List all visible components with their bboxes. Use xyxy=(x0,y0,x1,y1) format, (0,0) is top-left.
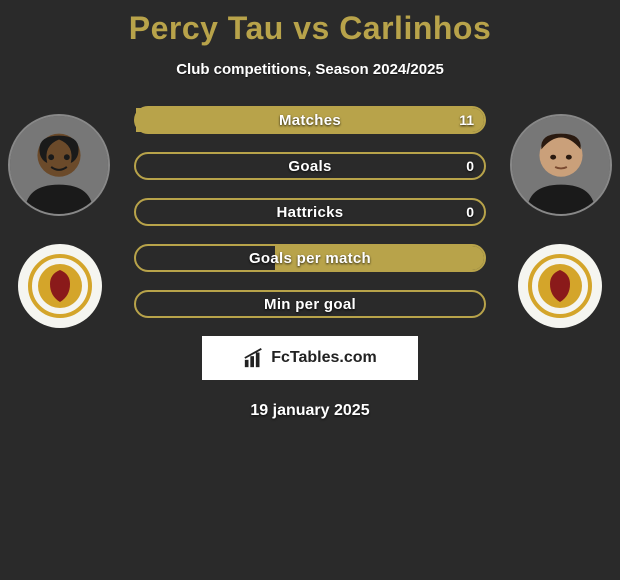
stat-bar: Goals per match xyxy=(134,244,486,272)
player-right-avatar xyxy=(510,114,612,216)
stat-bar-value-right: 11 xyxy=(459,108,474,132)
title-player2: Carlinhos xyxy=(339,10,491,46)
subtitle: Club competitions, Season 2024/2025 xyxy=(0,61,620,78)
title-player1: Percy Tau xyxy=(129,10,284,46)
stat-bar-label: Min per goal xyxy=(136,292,484,316)
stat-bar-label: Goals per match xyxy=(136,246,484,270)
player-left-avatar xyxy=(8,114,110,216)
bar-chart-icon xyxy=(243,347,265,369)
stat-bar-label: Matches xyxy=(136,108,484,132)
stat-bar: Min per goal xyxy=(134,290,486,318)
date-text: 19 january 2025 xyxy=(0,402,620,420)
stat-bar-label: Hattricks xyxy=(136,200,484,224)
club-left-logo xyxy=(18,244,102,328)
title-vs: vs xyxy=(293,10,330,46)
branding-text: FcTables.com xyxy=(271,349,377,367)
club-badge-icon xyxy=(528,254,592,318)
club-badge-icon xyxy=(28,254,92,318)
page-title: Percy Tau vs Carlinhos xyxy=(0,0,620,47)
stat-bar: Matches11 xyxy=(134,106,486,134)
stat-bar: Goals0 xyxy=(134,152,486,180)
stat-bar-value-right: 0 xyxy=(466,200,474,224)
club-right-logo xyxy=(518,244,602,328)
stat-bar: Hattricks0 xyxy=(134,198,486,226)
stat-bars: Matches11Goals0Hattricks0Goals per match… xyxy=(134,106,486,318)
stat-bar-value-right: 0 xyxy=(466,154,474,178)
branding-box: FcTables.com xyxy=(202,336,418,380)
person-icon xyxy=(512,116,610,214)
stat-bar-label: Goals xyxy=(136,154,484,178)
comparison-content: Matches11Goals0Hattricks0Goals per match… xyxy=(0,106,620,420)
person-icon xyxy=(10,116,108,214)
